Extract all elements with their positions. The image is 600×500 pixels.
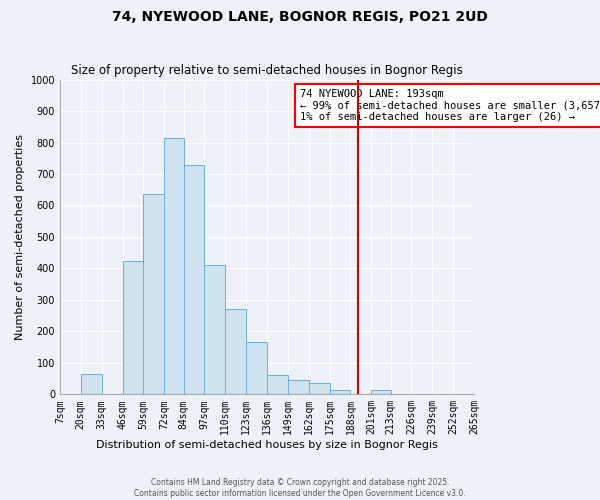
Y-axis label: Number of semi-detached properties: Number of semi-detached properties	[15, 134, 25, 340]
Bar	[184, 164, 205, 394]
Text: Contains HM Land Registry data © Crown copyright and database right 2025.
Contai: Contains HM Land Registry data © Crown c…	[134, 478, 466, 498]
Text: 74, NYEWOOD LANE, BOGNOR REGIS, PO21 2UD: 74, NYEWOOD LANE, BOGNOR REGIS, PO21 2UD	[112, 10, 488, 24]
X-axis label: Distribution of semi-detached houses by size in Bognor Regis: Distribution of semi-detached houses by …	[96, 440, 438, 450]
Bar	[143, 194, 164, 394]
Bar	[267, 376, 288, 394]
Title: Size of property relative to semi-detached houses in Bognor Regis: Size of property relative to semi-detach…	[71, 64, 463, 77]
Bar	[164, 138, 184, 394]
Bar	[329, 390, 350, 394]
Bar	[309, 384, 329, 394]
Bar	[246, 342, 267, 394]
Bar	[205, 266, 225, 394]
Text: 74 NYEWOOD LANE: 193sqm
← 99% of semi-detached houses are smaller (3,657)
1% of : 74 NYEWOOD LANE: 193sqm ← 99% of semi-de…	[300, 89, 600, 122]
Bar	[81, 374, 101, 394]
Bar	[371, 390, 391, 394]
Bar	[288, 380, 309, 394]
Bar	[225, 310, 246, 394]
Bar	[122, 260, 143, 394]
